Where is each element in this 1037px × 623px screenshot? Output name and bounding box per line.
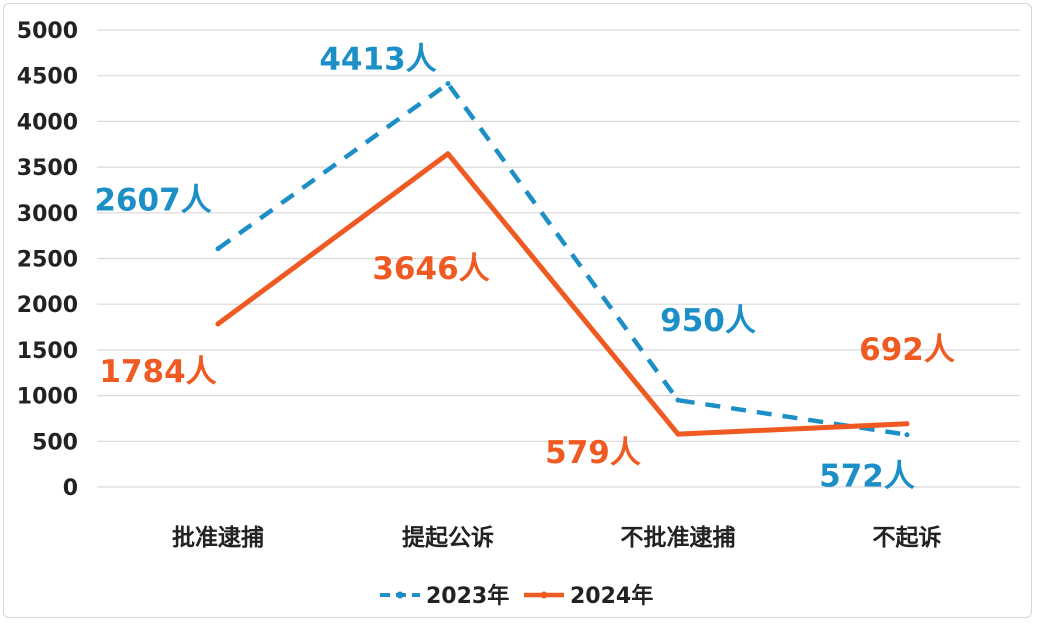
data-point [445, 81, 451, 87]
series-line-2024年 [215, 151, 910, 437]
data-point [675, 397, 681, 403]
y-tick-label: 2500 [17, 248, 78, 273]
series-line-2023年 [216, 81, 908, 437]
data-label: 692人 [859, 332, 955, 368]
data-point [904, 421, 910, 427]
x-category-label: 提起公诉 [402, 524, 494, 551]
y-tick-label: 4500 [17, 65, 78, 90]
y-tick-label: 4000 [17, 110, 78, 135]
x-category-label: 批准逮捕 [172, 524, 264, 551]
data-labels: 2607人 4413人 950人 572人 1784人 3646人 579人 692人 [94, 42, 955, 495]
y-tick-label: 5000 [17, 19, 78, 44]
legend-label: 2024年 [570, 583, 653, 609]
chart-frame [3, 3, 1032, 618]
data-label: 950人 [660, 303, 756, 339]
legend: 2023年 2024年 [380, 583, 653, 609]
y-tick-label: 1000 [17, 385, 78, 410]
x-category-label: 不批准逮捕 [621, 524, 736, 551]
y-tick-label: 1500 [17, 339, 78, 364]
data-label: 2607人 [94, 183, 211, 219]
legend-marker [540, 591, 548, 599]
x-category-label: 不起诉 [873, 525, 942, 551]
data-label: 1784人 [99, 354, 216, 390]
gridlines [97, 29, 1020, 488]
data-point [215, 246, 221, 252]
data-label: 579人 [545, 435, 641, 471]
data-point [445, 151, 451, 157]
legend-label: 2023年 [426, 583, 509, 609]
y-tick-label: 3000 [17, 202, 78, 227]
data-point [215, 321, 221, 327]
data-label: 4413人 [319, 42, 436, 78]
data-point [675, 431, 681, 437]
series-lines [215, 81, 910, 438]
data-point [904, 432, 910, 438]
y-tick-label: 500 [32, 430, 78, 455]
x-axis-categories: 批准逮捕 提起公诉 不批准逮捕 不起诉 [172, 524, 942, 551]
legend-marker [396, 591, 404, 599]
y-tick-label: 0 [63, 476, 78, 501]
y-tick-label: 2000 [17, 293, 78, 318]
y-tick-label: 3500 [17, 156, 78, 181]
data-label: 572人 [819, 459, 915, 495]
data-label: 3646人 [372, 251, 489, 287]
